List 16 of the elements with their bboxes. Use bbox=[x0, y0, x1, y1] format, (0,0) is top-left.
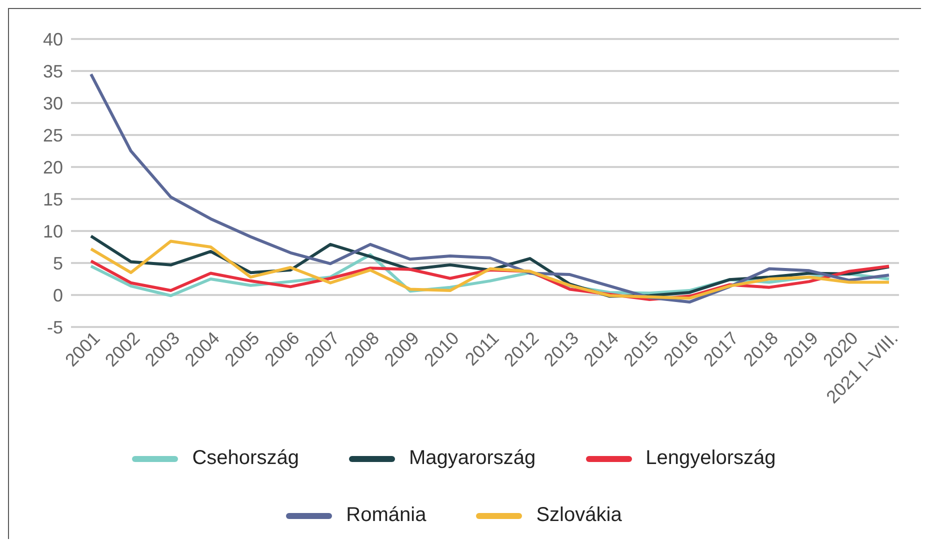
y-tick-label: 0 bbox=[52, 285, 63, 306]
y-tick-label: 10 bbox=[42, 221, 63, 242]
legend-label: Szlovákia bbox=[536, 504, 622, 527]
y-tick-label: 25 bbox=[42, 125, 63, 146]
y-tick-label: 35 bbox=[42, 61, 63, 82]
y-tick-label: 5 bbox=[52, 253, 63, 274]
y-tick-label: 40 bbox=[42, 29, 63, 50]
legend-label: Románia bbox=[346, 504, 426, 527]
y-tick-label: 20 bbox=[42, 157, 63, 178]
y-tick-label: -5 bbox=[46, 317, 63, 338]
legend-label: Magyarország bbox=[408, 447, 536, 470]
legend-label: Csehország bbox=[192, 447, 299, 470]
y-tick-label: 15 bbox=[42, 189, 63, 210]
line-series bbox=[90, 72, 890, 304]
y-tick-label: 30 bbox=[42, 93, 63, 114]
legend-label: Lengyelország bbox=[646, 447, 776, 470]
